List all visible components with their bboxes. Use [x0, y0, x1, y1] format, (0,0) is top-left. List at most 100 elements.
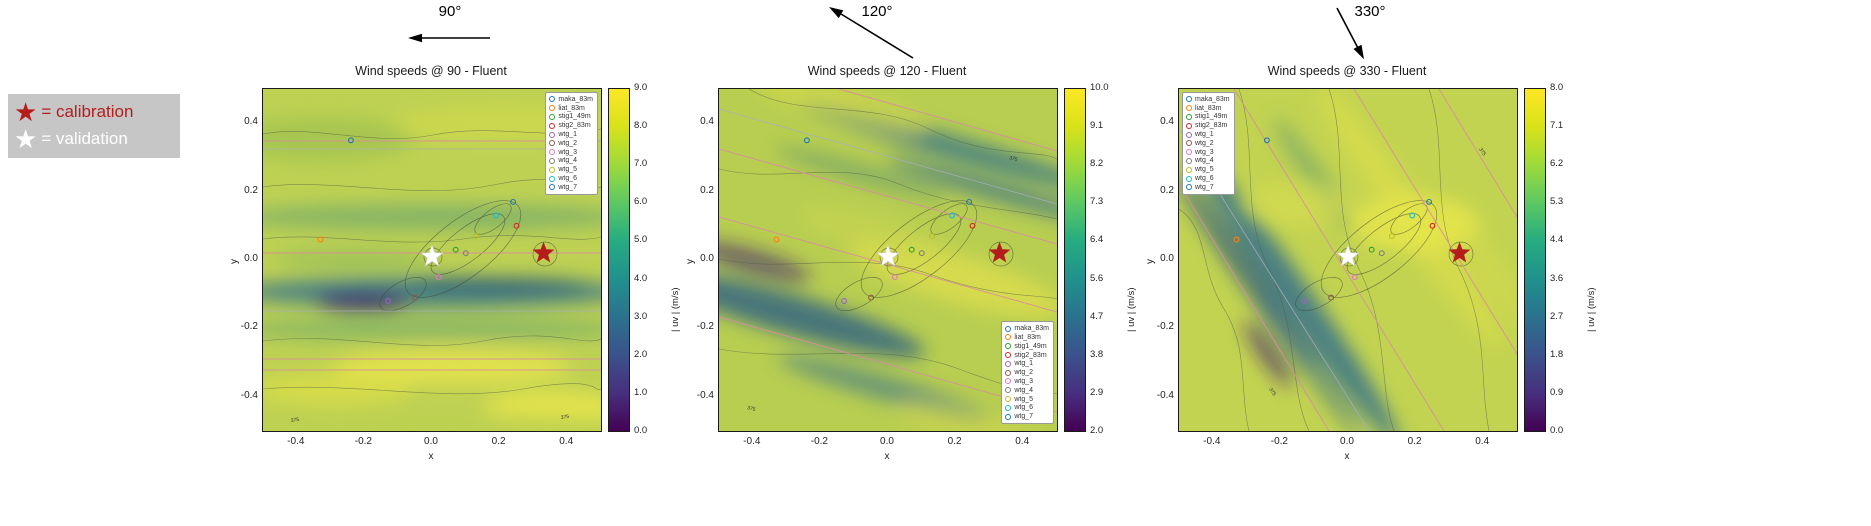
station-marker-wtg_2	[868, 294, 875, 301]
speed-field-highlights	[1239, 182, 1479, 252]
legend-item: wtg_6	[1186, 174, 1230, 183]
station-marker-wtg_6	[1409, 212, 1416, 219]
validation-key-label: = validation	[41, 128, 128, 148]
legend-item: wtg_3	[1005, 377, 1049, 386]
x-tick-label: 0.0	[1340, 436, 1354, 447]
legend-item-label: wtg_7	[1195, 183, 1214, 191]
station-marker-liat_83m	[317, 236, 324, 243]
colorbar-ticks: 9.0 8.0 7.0 6.0 5.0 4.0 3.0 2.0 1.0 0.0	[634, 83, 670, 436]
legend-box: maka_83m liat_83m stig1_49m stig2_83m wtg_1 w…	[545, 92, 598, 195]
legend-item-label: stig1_49m	[1014, 342, 1047, 350]
angle-label: 120°	[861, 3, 892, 20]
x-axis-ticks: -0.4 -0.2 0.0 0.2 0.4	[262, 436, 600, 450]
y-tick-label: -0.2	[240, 321, 258, 333]
legend-item-label: wtg_3	[558, 148, 578, 156]
colorbar-tick-label: 9.1	[1090, 120, 1104, 132]
y-tick-label: 0.4	[244, 116, 258, 128]
station-marker-wtg_1	[385, 298, 392, 304]
legend-item: wtg_4	[1186, 157, 1230, 166]
station-marker-wtg_1	[841, 298, 848, 304]
infrastructure-lines	[1179, 89, 1517, 431]
legend-item: wtg_6	[1005, 403, 1049, 412]
station-marker-icon	[1005, 325, 1012, 332]
wind-direction-arrow-330: 330°	[1336, 3, 1386, 60]
colorbar-tick-label: 10.0	[1090, 82, 1109, 93]
colorbar	[1524, 88, 1546, 432]
star-markers	[876, 241, 1011, 267]
legend-item-label: wtg_5	[558, 166, 578, 174]
x-tick-label: 0.2	[1407, 436, 1422, 447]
station-marker-icon	[549, 149, 556, 156]
station-marker-stig2_83m	[513, 222, 520, 229]
x-tick-label: 0.2	[491, 436, 506, 447]
speed-field-blobs	[263, 106, 601, 431]
x-axis-label: x	[1344, 451, 1350, 462]
legend-item-label: maka_83m	[1014, 325, 1049, 333]
colorbar-tick-label: 4.4	[1550, 234, 1564, 246]
legend-item: wtg_3	[549, 148, 593, 157]
panel-330: 330° Wind speeds @ 330 - Fluent y 0.4 0.2…	[1144, 0, 1604, 526]
legend-item-label: maka_83m	[1195, 95, 1230, 103]
x-tick-label: -0.4	[743, 436, 761, 447]
station-marker-wtg_4	[918, 250, 925, 257]
contour-label: 375	[1009, 155, 1019, 163]
x-tick-label: -0.2	[810, 436, 828, 447]
station-marker-icon	[549, 122, 556, 129]
contour-plot-90: 375 375 maka_83m liat_83m stig1_49m stig2_8…	[262, 88, 602, 432]
colorbar-tick-label: 7.1	[1550, 120, 1564, 132]
x-tick-label: 0.0	[880, 436, 894, 447]
legend-item: wtg_4	[549, 157, 593, 166]
station-marker-stig1_49m	[1368, 246, 1375, 253]
y-axis-ticks: 0.4 0.2 0.0 -0.2 -0.4	[686, 88, 714, 430]
contour-label: 375	[747, 405, 757, 413]
legend-item-label: wtg_7	[1014, 413, 1034, 421]
contour-label: 375	[1267, 387, 1277, 397]
panel-90: 90° Wind speeds @ 90 - Fluent y 0.4 0.2 0.…	[228, 0, 688, 526]
gray-lines	[263, 148, 601, 312]
station-marker-maka_83m	[803, 137, 810, 144]
station-marker-icon	[1005, 360, 1012, 367]
validation-key-row: ★ = validation	[14, 125, 172, 152]
legend-item: wtg_5	[1186, 165, 1230, 174]
wind-field-330: 375 375	[1179, 89, 1517, 431]
legend-item: wtg_7	[1005, 412, 1049, 421]
station-marker-icon	[1186, 140, 1192, 147]
station-marker-icon	[1005, 413, 1012, 420]
colorbar-ticks: 10.0 9.1 8.2 7.3 6.4 5.6 4.7 3.8 2.9 2.0	[1090, 83, 1126, 436]
calibration-key-label: = calibration	[41, 101, 134, 121]
station-marker-wtg_6	[493, 212, 500, 219]
legend-item: wtg_3	[1186, 148, 1230, 157]
station-marker-wtg_2	[412, 294, 419, 301]
station-marker-maka_83m	[1263, 137, 1270, 144]
x-tick-label: 0.4	[1015, 436, 1030, 447]
colorbar-tick-label: 1.0	[634, 386, 648, 398]
legend-item-label: wtg_5	[1195, 166, 1214, 174]
calibration-star-icon: ★	[14, 96, 38, 127]
colorbar-tick-label: 3.6	[1550, 272, 1564, 284]
legend-item-label: wtg_2	[558, 139, 578, 147]
colorbar-tick-label: 2.0	[1090, 424, 1104, 436]
y-tick-label: -0.4	[696, 389, 714, 401]
angle-label: 90°	[439, 3, 462, 20]
colorbar-tick-label: 9.0	[634, 82, 648, 93]
y-tick-label: -0.4	[240, 389, 258, 401]
station-marker-icon	[549, 113, 556, 120]
station-marker-icon	[1005, 343, 1012, 350]
station-marker-icon	[1005, 396, 1012, 402]
legend-item-label: wtg_2	[1014, 369, 1034, 377]
station-marker-icon	[1186, 175, 1192, 182]
wind-direction-arrow-120: 120°	[829, 3, 914, 59]
legend-item: stig1_49m	[1005, 342, 1049, 351]
legend-item-label: liat_83m	[1195, 104, 1222, 112]
x-tick-label: 0.4	[1475, 436, 1490, 447]
colorbar-tick-label: 6.4	[1090, 234, 1104, 246]
legend-item-label: liat_83m	[558, 104, 585, 112]
calibration-star-marker	[988, 241, 1011, 263]
colorbar-tick-label: 3.8	[1090, 348, 1104, 360]
colorbar-tick-label: 5.6	[1090, 272, 1104, 284]
colorbar-tick-label: 5.3	[1550, 196, 1564, 208]
station-marker-wtg_2	[1328, 294, 1335, 301]
legend-item: wtg_7	[549, 183, 593, 192]
legend-item: maka_83m	[1186, 95, 1230, 104]
colorbar-label: | uv | (m/s)	[1126, 287, 1137, 332]
